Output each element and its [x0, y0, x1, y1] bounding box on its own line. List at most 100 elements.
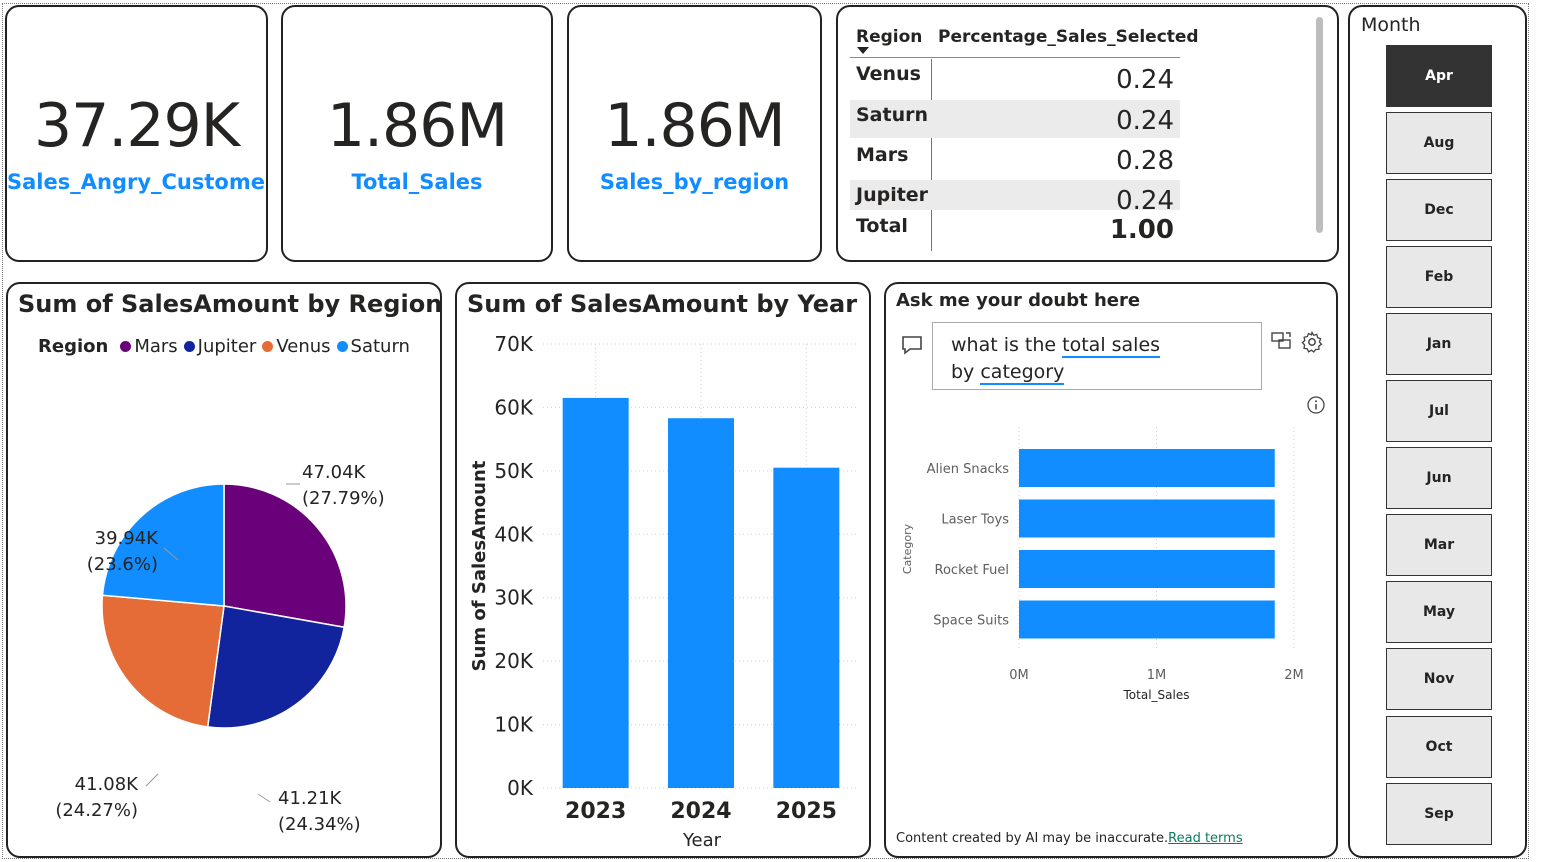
kpi-card-sales-by-region[interactable]: 1.86M Sales_by_region	[567, 5, 822, 262]
turn-into-visual-icon[interactable]	[1270, 330, 1294, 352]
qa-question-input[interactable]: what is the total sales by category	[932, 322, 1262, 390]
qa-visual[interactable]: Ask me your doubt here what is the total…	[884, 282, 1338, 858]
table-scrollbar[interactable]	[1316, 17, 1323, 233]
question-term-category[interactable]: category	[980, 361, 1065, 385]
kpi-value: 37.29K	[33, 91, 240, 161]
y-tick-label: Space Suits	[933, 614, 1009, 629]
slicer-item-oct[interactable]: Oct	[1386, 715, 1492, 778]
slicer-item-sep[interactable]: Sep	[1386, 782, 1492, 845]
row-region: Mars	[856, 144, 909, 166]
slicer-item-feb[interactable]: Feb	[1386, 246, 1492, 309]
x-tick-label: 1M	[1147, 668, 1167, 683]
row-value: 0.24	[1116, 186, 1174, 210]
legend-item-venus[interactable]: Venus	[276, 336, 331, 357]
slicer-item-mar[interactable]: Mar	[1386, 514, 1492, 577]
legend-item-jupiter[interactable]: Jupiter	[197, 336, 257, 357]
kpi-label: Total_Sales	[351, 170, 483, 194]
bar-laser-toys	[1019, 499, 1275, 538]
legend-item-mars[interactable]: Mars	[134, 336, 178, 357]
kpi-value: 1.86M	[326, 91, 508, 161]
y-tick-label: 40K	[494, 522, 533, 546]
column-divider	[931, 59, 932, 251]
data-label-value: 47.04K	[302, 462, 367, 483]
table-row[interactable]: Jupiter 0.24	[850, 180, 1180, 210]
bar-space-suits	[1019, 600, 1275, 639]
slicer-item-jun[interactable]: Jun	[1386, 447, 1492, 510]
pie-chart: 47.04K (27.79%) 41.21K (24.34%) 41.08K (24.27…	[55, 462, 384, 835]
leader-line	[257, 793, 271, 803]
ai-disclaimer: Content created by AI may be inaccurate.…	[896, 831, 1243, 846]
header-divider	[850, 57, 1180, 58]
legend-item-saturn[interactable]: Saturn	[350, 336, 410, 357]
slicer-item-nov[interactable]: Nov	[1386, 648, 1492, 711]
slicer-item-dec[interactable]: Dec	[1386, 179, 1492, 242]
x-axis-title: Total_Sales	[1123, 688, 1190, 702]
pie-slice-saturn	[101, 483, 225, 607]
kpi-value: 1.86M	[604, 91, 785, 161]
y-tick-label: 20K	[494, 649, 533, 673]
chat-bubble-icon[interactable]	[900, 334, 924, 356]
kpi-card-total-sales[interactable]: 1.86M Total_Sales	[281, 5, 553, 262]
row-value: 0.28	[1116, 146, 1174, 176]
chart-legend: Region Mars Jupiter Venus Saturn	[38, 336, 410, 357]
settings-gear-icon[interactable]	[1300, 330, 1324, 354]
x-tick-label: 0M	[1009, 668, 1029, 683]
slicer-item-may[interactable]: May	[1386, 581, 1492, 644]
data-label-value: 41.21K	[278, 788, 343, 809]
column-header-percentage[interactable]: Percentage_Sales_Selected	[938, 27, 1199, 47]
chart-title: Sum of SalesAmount by Year	[467, 290, 858, 318]
y-axis-title: Sum of SalesAmount	[469, 460, 490, 671]
chart-title: Sum of SalesAmount by Region	[18, 290, 442, 318]
month-slicer: Month Apr Aug Dec Feb Jan Jul Jun Mar May Nov Oct S…	[1348, 5, 1527, 858]
data-label-value: 41.08K	[75, 774, 140, 795]
question-term-total-sales[interactable]: total sales	[1062, 334, 1161, 358]
read-terms-link[interactable]: Read terms	[1168, 831, 1243, 846]
row-region: Jupiter	[856, 184, 929, 206]
column-chart-visual[interactable]: Sum of SalesAmount by Year 0K 10K 20K 30K 40…	[455, 282, 871, 858]
pie-slice-mars	[223, 483, 347, 629]
table-row[interactable]: Mars 0.28	[850, 140, 1180, 178]
leader-line	[145, 773, 159, 787]
question-text: what is the	[951, 334, 1063, 356]
slicer-item-jan[interactable]: Jan	[1386, 313, 1492, 376]
row-value: 0.24	[1116, 106, 1174, 136]
x-tick-label: 2025	[776, 799, 837, 824]
kpi-card-angry-customer[interactable]: 37.29K Sales_Angry_Customer	[5, 5, 268, 262]
disclaimer-text: Content created by AI may be inaccurate.	[896, 831, 1169, 846]
slicer-item-jul[interactable]: Jul	[1386, 380, 1492, 443]
pie-chart-visual[interactable]: Sum of SalesAmount by Region Region Mars…	[6, 282, 442, 858]
y-tick-label: 0K	[507, 776, 534, 800]
info-icon[interactable]	[1306, 395, 1326, 415]
y-tick-label: Laser Toys	[941, 513, 1009, 528]
y-tick-label: 10K	[494, 713, 533, 737]
column-header-region[interactable]: Region	[856, 27, 923, 47]
row-region: Venus	[856, 63, 921, 85]
slicer-item-apr[interactable]: Apr	[1386, 45, 1492, 107]
data-label-percent: (24.27%)	[55, 800, 138, 821]
bar-2025	[773, 467, 840, 788]
slicer-item-aug[interactable]: Aug	[1386, 112, 1492, 175]
y-tick-label: 70K	[494, 332, 533, 356]
qa-title: Ask me your doubt here	[896, 290, 1141, 311]
data-label-percent: (24.34%)	[278, 814, 361, 835]
legend-title: Region	[38, 336, 109, 357]
report-canvas	[2, 3, 1529, 859]
pie-slice-venus	[101, 594, 225, 728]
legend-marker-jupiter	[183, 341, 195, 352]
region-table[interactable]: Region Percentage_Sales_Selected Venus 0…	[836, 5, 1339, 262]
table-row[interactable]: Venus 0.24	[850, 59, 1180, 97]
bar-2023	[562, 397, 629, 788]
slicer-title: Month	[1361, 14, 1421, 36]
legend-marker-mars	[120, 341, 132, 352]
sort-descending-icon[interactable]	[857, 47, 869, 54]
x-axis-title: Year	[682, 830, 722, 851]
legend-marker-saturn	[336, 341, 348, 352]
kpi-label: Sales_by_region	[599, 170, 790, 194]
legend-marker-venus	[262, 341, 274, 352]
x-tick-label: 2M	[1284, 668, 1304, 683]
table-total-row: Total 1.00	[850, 211, 1180, 249]
row-value: 0.24	[1116, 65, 1174, 95]
y-tick-label: 50K	[494, 459, 533, 483]
row-region: Saturn	[856, 104, 929, 126]
table-row[interactable]: Saturn 0.24	[850, 100, 1180, 138]
